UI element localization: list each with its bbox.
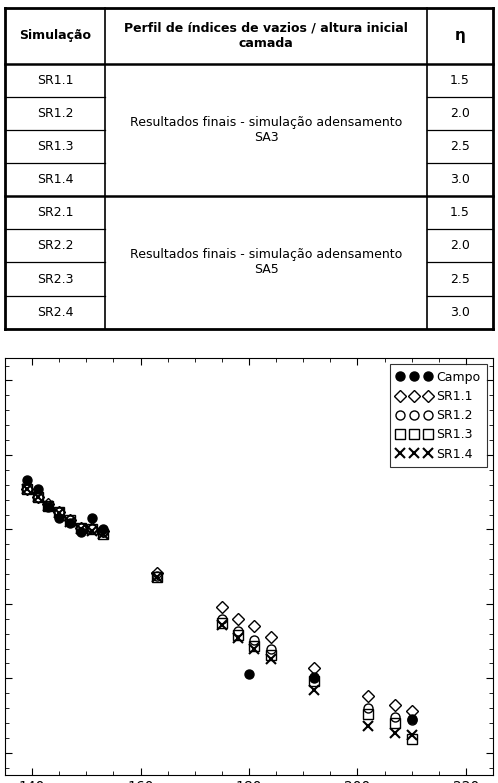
Text: Resultados finais - simulação adensamento
SA5: Resultados finais - simulação adensament… bbox=[130, 248, 402, 276]
Text: 2.5: 2.5 bbox=[450, 140, 470, 153]
Text: 2.0: 2.0 bbox=[450, 107, 470, 120]
Text: SR2.3: SR2.3 bbox=[37, 272, 73, 286]
Text: SR1.3: SR1.3 bbox=[37, 140, 73, 153]
Text: SR2.1: SR2.1 bbox=[37, 207, 73, 219]
Text: SR2.2: SR2.2 bbox=[37, 240, 73, 252]
Text: Resultados finais - simulação adensamento
SA3: Resultados finais - simulação adensament… bbox=[130, 116, 402, 144]
Text: η: η bbox=[455, 28, 466, 43]
Legend: Campo, SR1.1, SR1.2, SR1.3, SR1.4: Campo, SR1.1, SR1.2, SR1.3, SR1.4 bbox=[390, 364, 487, 467]
Text: 1.5: 1.5 bbox=[450, 207, 470, 219]
Text: SR1.2: SR1.2 bbox=[37, 107, 73, 120]
Text: Simulação: Simulação bbox=[19, 30, 91, 42]
Text: 2.0: 2.0 bbox=[450, 240, 470, 252]
Text: Perfil de índices de vazios / altura inicial
camada: Perfil de índices de vazios / altura ini… bbox=[124, 22, 408, 50]
Text: 2.5: 2.5 bbox=[450, 272, 470, 286]
Text: SR1.4: SR1.4 bbox=[37, 173, 73, 186]
Text: 3.0: 3.0 bbox=[450, 305, 470, 319]
Text: SR1.1: SR1.1 bbox=[37, 74, 73, 87]
Text: 1.5: 1.5 bbox=[450, 74, 470, 87]
Text: SR2.4: SR2.4 bbox=[37, 305, 73, 319]
Text: 3.0: 3.0 bbox=[450, 173, 470, 186]
